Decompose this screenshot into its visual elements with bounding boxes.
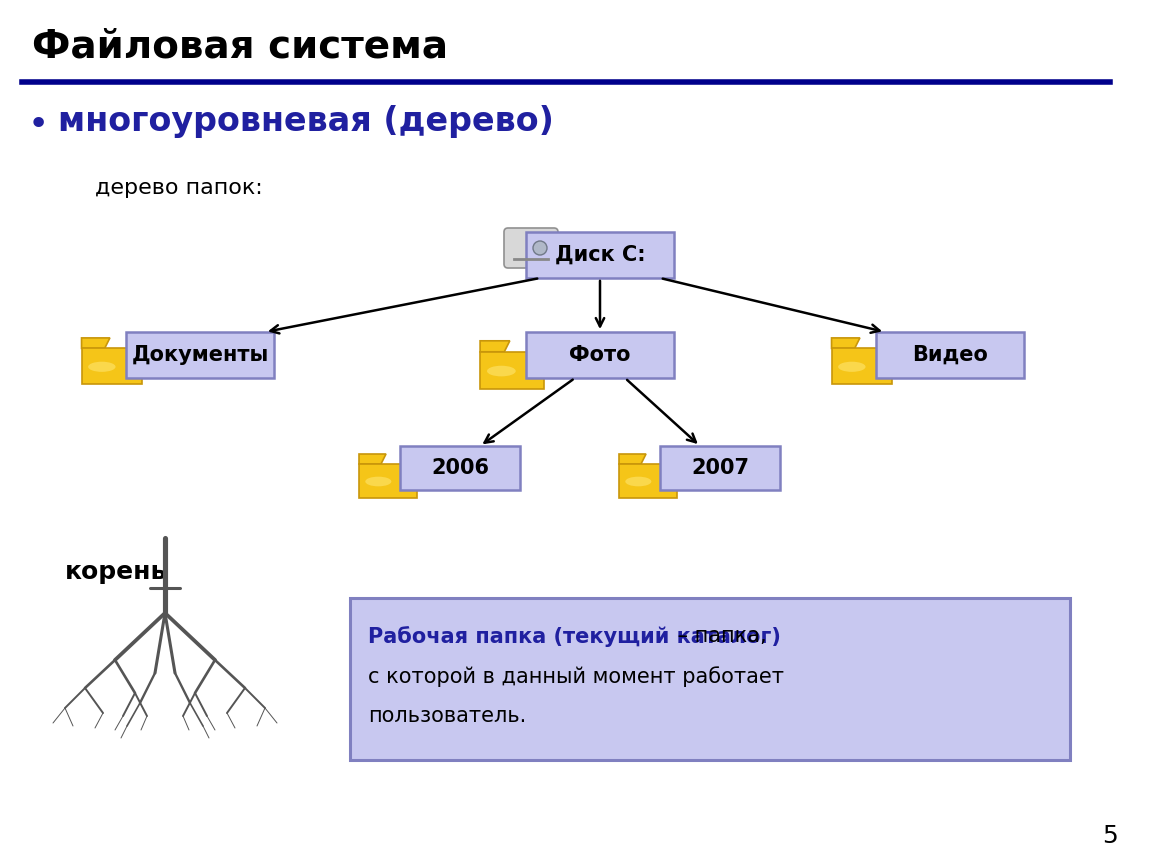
Text: 5: 5 (1102, 824, 1118, 848)
Ellipse shape (89, 362, 115, 372)
Text: Диск C:: Диск C: (554, 245, 645, 265)
Ellipse shape (838, 362, 866, 372)
Polygon shape (480, 340, 509, 352)
Text: пользователь.: пользователь. (368, 706, 527, 726)
Bar (619, 464, 677, 498)
Bar (480, 352, 544, 389)
FancyBboxPatch shape (504, 228, 558, 268)
Text: Документы: Документы (131, 345, 269, 365)
Bar (359, 464, 417, 498)
Polygon shape (82, 338, 110, 348)
Text: дерево папок:: дерево папок: (95, 178, 262, 198)
Bar (831, 348, 892, 384)
Text: многоуровневая (дерево): многоуровневая (дерево) (58, 105, 554, 138)
Text: 2007: 2007 (691, 458, 749, 478)
Text: 2006: 2006 (431, 458, 489, 478)
FancyBboxPatch shape (660, 446, 780, 490)
Ellipse shape (626, 477, 651, 486)
Polygon shape (359, 454, 386, 464)
FancyBboxPatch shape (526, 232, 674, 278)
Ellipse shape (532, 241, 547, 255)
Text: с которой в данный момент работает: с которой в данный момент работает (368, 666, 784, 687)
Polygon shape (831, 338, 860, 348)
Text: •: • (28, 108, 49, 142)
FancyBboxPatch shape (350, 598, 1070, 760)
Ellipse shape (366, 477, 391, 486)
Ellipse shape (486, 365, 515, 377)
Text: Видео: Видео (912, 345, 988, 365)
Text: Файловая система: Файловая система (32, 28, 448, 66)
FancyBboxPatch shape (876, 332, 1024, 378)
FancyBboxPatch shape (526, 332, 674, 378)
FancyBboxPatch shape (400, 446, 520, 490)
Text: – папка,: – папка, (670, 626, 767, 646)
Text: Фото: Фото (569, 345, 630, 365)
Polygon shape (619, 454, 646, 464)
Text: Рабочая папка (текущий каталог): Рабочая папка (текущий каталог) (368, 626, 781, 647)
Text: корень: корень (66, 560, 168, 584)
FancyBboxPatch shape (126, 332, 274, 378)
Bar (82, 348, 143, 384)
